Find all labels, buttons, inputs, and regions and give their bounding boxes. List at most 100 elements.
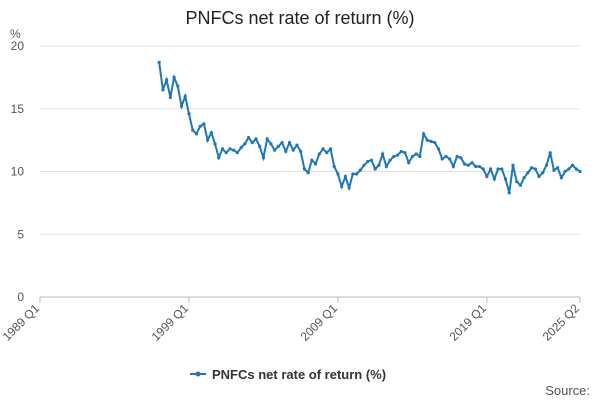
point [392,154,396,159]
point [243,142,247,146]
x-tick-label: 2009 Q1 [298,301,341,344]
legend-label: PNFCs net rate of return (%) [212,367,386,382]
y-tick-label: 20 [11,39,25,53]
point [507,191,511,195]
point [235,151,239,155]
source: Source: [545,383,590,398]
point [477,164,482,169]
x-tick-label: 2019 Q1 [447,301,490,344]
y-tick-label: 10 [11,165,25,179]
point [373,167,377,171]
point [563,169,567,174]
point [273,148,277,152]
point [291,148,295,152]
point [258,144,262,148]
point [172,75,176,79]
point [533,167,537,171]
y-tick-label: 15 [11,102,25,116]
point [448,157,452,161]
point [541,171,545,175]
chart-title: PNFCs net rate of return (%) [185,8,414,28]
point [168,95,172,100]
point [399,149,403,154]
point [407,161,411,165]
point [302,167,307,171]
point [444,154,448,159]
point [340,184,344,189]
point [489,167,493,171]
point [559,176,563,180]
point [358,168,362,172]
point [548,151,552,155]
point [567,167,571,171]
point [503,177,508,181]
point [157,60,161,64]
point [280,141,284,145]
point [261,156,266,160]
point [287,141,292,145]
point [295,143,299,147]
point [425,138,429,142]
x-tick-label: 1989 Q1 [0,301,42,344]
point [213,142,217,146]
point [325,151,329,155]
legend-swatch-dot [195,371,201,377]
point [246,136,251,140]
point [161,88,165,92]
x-tick-label: 2025 Q2 [540,301,583,344]
point [481,167,485,171]
point [518,183,523,187]
point [228,147,232,151]
point [556,166,560,170]
point [183,94,187,98]
point [332,164,336,169]
point [403,151,407,155]
point [395,153,400,157]
point [191,128,195,132]
point [492,177,496,181]
point [250,141,254,145]
point [362,163,366,167]
point [321,147,325,151]
point [388,158,392,162]
point [381,152,385,156]
point [269,142,273,146]
point [466,163,470,167]
point [436,147,441,151]
point [537,174,541,179]
point [500,167,504,171]
point [429,139,433,143]
point [474,164,478,169]
point [239,146,243,150]
point [351,172,355,176]
point [336,172,340,176]
point [544,163,549,167]
point [552,168,556,172]
point [485,174,489,179]
point [410,154,415,159]
point [217,156,221,160]
point [176,84,180,88]
series-line [158,62,581,194]
point [369,158,374,162]
point [165,78,169,82]
point [421,132,426,136]
point [451,164,455,169]
point [284,149,288,154]
point [347,186,351,190]
point [366,159,370,164]
point [179,104,184,108]
point [220,147,225,151]
point [224,151,228,155]
point [205,138,210,142]
point [187,112,191,116]
point [462,162,467,166]
point [313,162,318,166]
point [578,169,582,174]
point [328,147,333,151]
point [232,148,236,152]
y-tick-label: 5 [17,227,24,241]
point [496,167,500,171]
point [414,152,418,156]
point [440,157,444,161]
